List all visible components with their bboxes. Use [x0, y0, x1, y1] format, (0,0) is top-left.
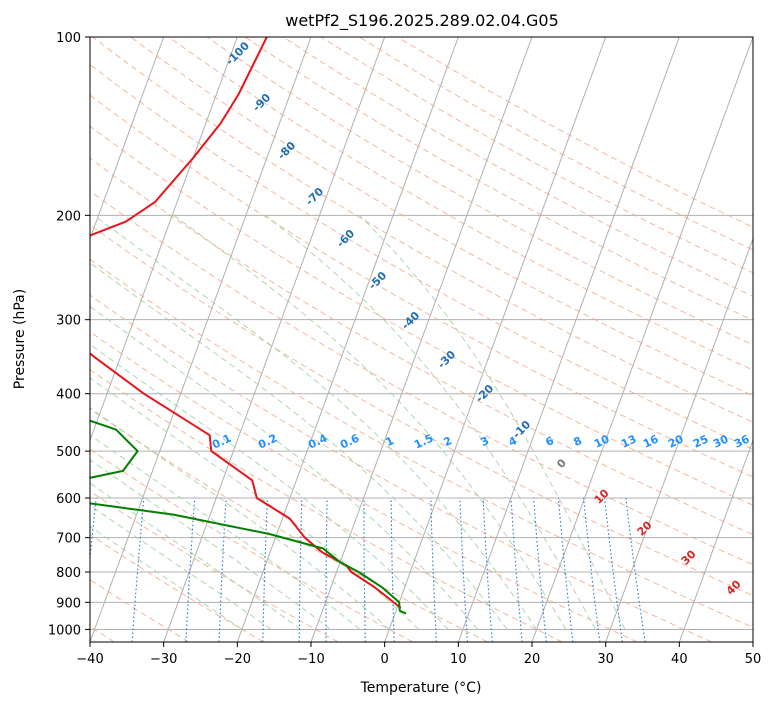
dry-adiabat-line	[90, 125, 753, 506]
mixing-ratio-label: 36	[732, 432, 752, 450]
y-tick-label: 600	[56, 492, 81, 507]
dry-adiabat-line	[92, 37, 753, 423]
y-tick-label: 800	[56, 566, 81, 581]
chart-title: wetPf2_S196.2025.289.02.04.G05	[285, 11, 559, 31]
moist-adiabat-line	[90, 525, 243, 630]
mixing-ratio-line	[185, 497, 196, 642]
y-tick-label: 200	[56, 209, 81, 224]
y-axis: 1000 900 800 700 600 500 400 300 200 100	[48, 31, 90, 638]
moist-adiabat-line	[90, 305, 479, 630]
mixing-ratio-line	[390, 497, 395, 642]
moist-adiabat-line	[90, 407, 390, 630]
plot-frame	[89, 36, 754, 643]
isotherm-line	[90, 37, 312, 642]
mixing-ratio-line	[625, 497, 646, 642]
isotherm-line	[163, 37, 386, 642]
moist-adiabat-lines	[90, 214, 626, 630]
mixing-ratio-label: 30	[711, 432, 731, 450]
dry-adiabat-line	[130, 37, 753, 397]
x-tick-label: −20	[224, 652, 251, 667]
mixing-ratio-label: 25	[691, 432, 710, 450]
dry-adiabat-line	[90, 294, 712, 642]
x-tick-label: 30	[597, 652, 614, 667]
mixing-ratio-line	[583, 497, 601, 642]
mixing-ratio-line	[363, 498, 366, 642]
y-tick-label: 500	[56, 445, 81, 460]
mixing-ratio-line	[430, 497, 437, 642]
x-tick-label: 40	[671, 652, 688, 667]
mixing-ratio-line	[325, 497, 328, 642]
dry-adiabat-line	[90, 64, 753, 450]
dry-adiabat-line	[90, 190, 753, 566]
moist-adiabat-line	[265, 214, 596, 630]
mixing-ratio-line	[459, 497, 469, 642]
moist-adiabat-line	[93, 214, 537, 630]
mixing-ratio-line	[218, 497, 227, 642]
dry-adiabat-line	[90, 157, 753, 536]
mixing-ratio-line	[298, 497, 303, 642]
dry-adiabat-line	[90, 534, 264, 642]
dry-adiabat-line	[90, 94, 753, 478]
moist-adiabat-line	[173, 214, 567, 630]
mixing-ratio-line	[262, 497, 268, 642]
x-tick-label: −10	[297, 652, 324, 667]
mixing-ratio-label: 13	[619, 432, 638, 450]
moist-adiabat-line	[90, 504, 272, 630]
isotherm-line	[90, 37, 238, 442]
x-tick-label: 10	[450, 652, 467, 667]
moist-adiabat-line	[90, 459, 331, 630]
x-tick-label: 0	[381, 652, 389, 667]
moist-adiabat-line	[90, 377, 420, 630]
y-tick-label: 100	[56, 31, 81, 46]
y-axis-label: Pressure (hPa)	[12, 289, 28, 389]
isotherm-line	[678, 438, 753, 642]
isotherm-line	[384, 37, 607, 642]
y-tick-label: 700	[56, 532, 81, 547]
isobar-gridlines	[90, 37, 753, 630]
temperature-line	[90, 37, 402, 609]
y-tick-label: 900	[56, 596, 81, 611]
moist-adiabat-line	[90, 343, 449, 630]
mixing-ratio-line	[482, 497, 493, 642]
plot-area: -100-90-80-70-60-50-40-30-20-10010203040…	[90, 37, 753, 642]
sounding-series	[90, 37, 407, 615]
moist-adiabat-line	[90, 482, 302, 630]
isotherm-line	[531, 37, 753, 642]
isotherm-line	[90, 37, 165, 241]
y-tick-label: 400	[56, 388, 81, 403]
isotherm-line	[236, 37, 459, 642]
moist-adiabat-line	[359, 214, 626, 630]
isotherm-line	[457, 37, 680, 642]
x-axis-label: Temperature (°C)	[360, 680, 482, 696]
isotherm-line	[605, 237, 753, 642]
mixing-ratio-line	[604, 497, 623, 642]
mixing-ratio-label: 20	[666, 432, 686, 450]
x-tick-label: −30	[150, 652, 177, 667]
mixing-ratio-label: 10	[592, 432, 612, 450]
dry-adiabat-line	[90, 448, 414, 642]
x-tick-label: 50	[745, 652, 762, 667]
mixing-ratio-line	[90, 497, 97, 564]
mixing-ratio-lines	[90, 497, 646, 642]
dry-adiabat-line	[90, 258, 753, 628]
x-tick-label: −40	[76, 652, 103, 667]
x-tick-label: 20	[524, 652, 541, 667]
moist-adiabat-line	[90, 434, 361, 630]
mixing-ratio-line	[557, 497, 574, 642]
y-tick-label: 1000	[48, 623, 81, 638]
mixing-ratio-line	[533, 497, 547, 642]
mixing-ratio-line	[510, 497, 523, 642]
dry-adiabat-line	[90, 224, 753, 597]
mixing-ratio-line	[131, 497, 145, 642]
moist-adiabat-line	[90, 262, 508, 630]
x-axis: −40 −30 −20 −10 0 10 20 30 40 50	[76, 642, 761, 667]
dry-adiabat-lines	[90, 37, 753, 642]
y-tick-label: 300	[56, 314, 81, 329]
dewpoint-line	[90, 419, 407, 615]
mixing-ratio-label: 16	[641, 432, 661, 450]
